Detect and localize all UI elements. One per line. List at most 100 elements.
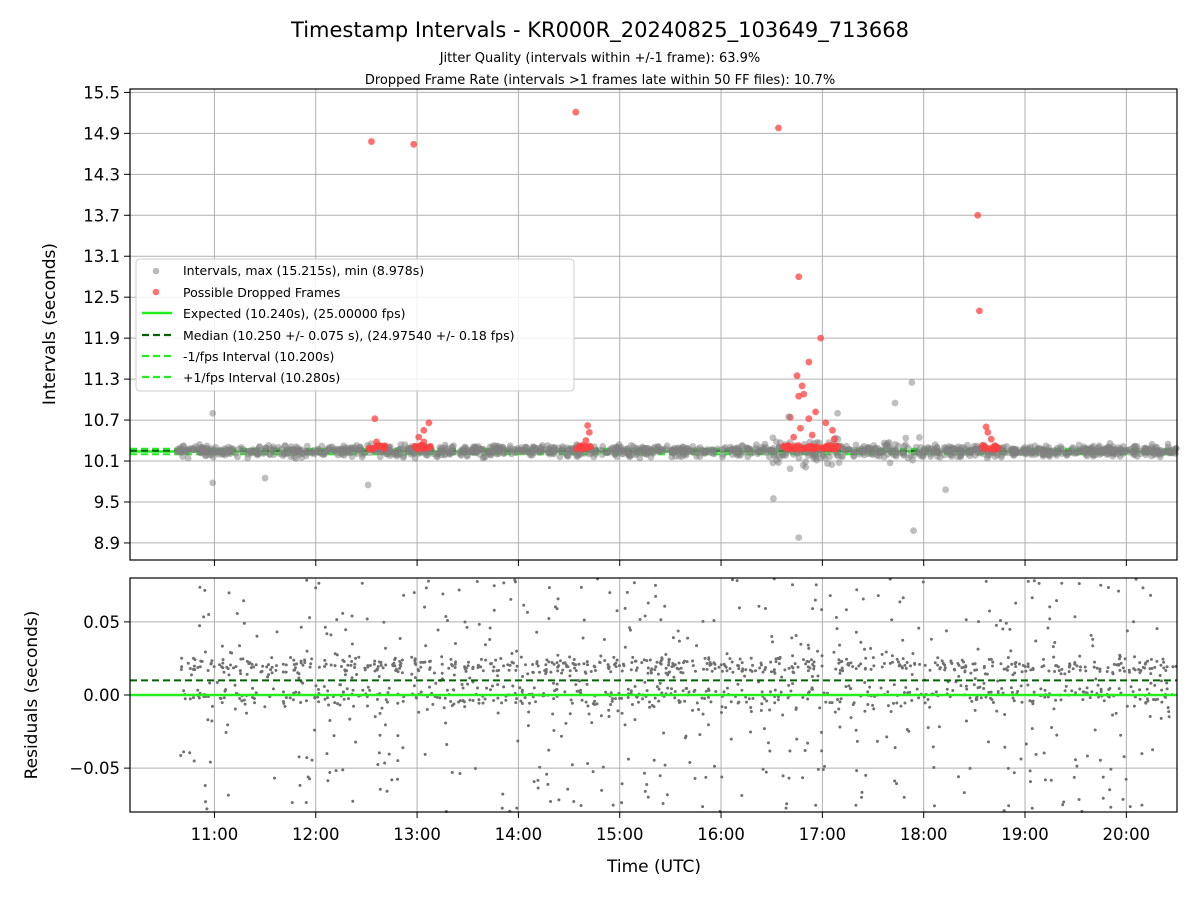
residual-point — [1031, 702, 1035, 706]
residual-point — [1101, 796, 1105, 800]
residual-point — [599, 654, 603, 658]
residual-point — [608, 591, 612, 595]
residual-point — [555, 687, 559, 691]
residual-point — [569, 698, 573, 702]
residual-point — [1053, 669, 1057, 673]
residual-point — [336, 702, 340, 706]
residual-point — [1164, 695, 1168, 699]
residual-point — [882, 661, 886, 665]
residual-point — [979, 696, 983, 700]
interval-point — [696, 453, 704, 461]
residual-point — [787, 666, 791, 670]
residual-point — [822, 691, 826, 695]
residual-point — [736, 664, 740, 668]
interval-point — [839, 453, 846, 461]
residual-point — [355, 673, 359, 677]
interval-point — [926, 450, 934, 458]
residual-point — [688, 760, 692, 764]
residual-point — [274, 668, 278, 672]
residual-point — [982, 666, 986, 670]
residual-point — [921, 580, 925, 584]
dropped-frame-point — [805, 415, 813, 423]
residual-point — [492, 665, 496, 669]
residual-point — [860, 790, 864, 794]
residual-point — [215, 680, 219, 684]
residual-point — [749, 710, 753, 714]
residual-point — [638, 617, 642, 621]
residual-point — [365, 617, 369, 621]
residual-point — [629, 668, 633, 672]
residual-point — [1085, 754, 1089, 758]
residual-point — [350, 676, 354, 680]
bottom-y-tick-label: 0.00 — [83, 686, 120, 705]
residual-point — [467, 660, 471, 664]
residual-point — [230, 651, 234, 655]
top-points — [173, 108, 1180, 542]
residual-point — [473, 766, 477, 770]
residual-point — [636, 700, 640, 704]
residual-point — [551, 712, 555, 716]
legend-marker-dropped — [152, 288, 160, 296]
residual-point — [982, 681, 986, 685]
interval-point — [696, 447, 704, 455]
residual-point — [281, 690, 285, 694]
residual-point — [1085, 691, 1089, 695]
residual-point — [1099, 687, 1103, 691]
residual-point — [398, 659, 402, 663]
residual-point — [513, 580, 517, 584]
residual-point — [443, 696, 447, 700]
residual-point — [387, 686, 391, 690]
residual-point — [401, 699, 405, 703]
residual-point — [749, 656, 753, 660]
residual-point — [911, 652, 915, 656]
residual-point — [956, 662, 960, 666]
residual-point — [617, 664, 621, 668]
residual-point — [1138, 671, 1142, 675]
residual-point — [341, 611, 345, 615]
residual-point — [1149, 657, 1153, 661]
interval-point — [900, 443, 908, 450]
dropped-frame-point — [795, 273, 803, 281]
residual-point — [1026, 683, 1030, 687]
residual-point — [986, 740, 990, 744]
residual-point — [876, 594, 880, 598]
interval-point — [714, 445, 722, 453]
residual-point — [488, 688, 492, 692]
residual-point — [813, 598, 817, 602]
residual-point — [414, 662, 418, 666]
residual-point — [209, 661, 213, 665]
interval-point — [964, 441, 971, 449]
residual-point — [943, 666, 947, 670]
interval-point — [556, 453, 564, 461]
residual-point — [188, 697, 192, 701]
dropped-frame-point — [420, 426, 428, 434]
residual-point — [544, 663, 548, 667]
residual-point — [628, 626, 632, 630]
residual-point — [354, 656, 358, 660]
residual-point — [1140, 752, 1144, 756]
residual-point — [198, 665, 202, 669]
residual-point — [477, 701, 481, 705]
residual-point — [419, 665, 423, 669]
top-panel: 8.9 9.5 10.1 10.7 11.3 11.9 12.5 13.1 13.7 14.3 14… — [40, 83, 1180, 566]
dropped-frame-point — [985, 445, 993, 452]
residual-point — [1043, 695, 1047, 699]
residual-point — [538, 765, 542, 769]
residual-point — [806, 697, 810, 701]
residual-point — [449, 699, 453, 703]
residual-point — [683, 699, 687, 703]
residual-point — [1014, 601, 1018, 605]
residual-point — [1112, 662, 1116, 666]
residual-point — [1089, 633, 1093, 637]
residual-point — [663, 763, 667, 767]
residual-point — [880, 652, 884, 656]
residual-point — [270, 665, 274, 669]
residual-point — [820, 654, 824, 658]
residual-point — [751, 696, 755, 700]
residual-point — [245, 672, 249, 676]
interval-point — [513, 444, 521, 452]
residual-point — [840, 666, 844, 670]
residual-point — [646, 601, 650, 605]
residual-point — [1118, 655, 1122, 659]
dropped-frame-point — [822, 444, 830, 452]
